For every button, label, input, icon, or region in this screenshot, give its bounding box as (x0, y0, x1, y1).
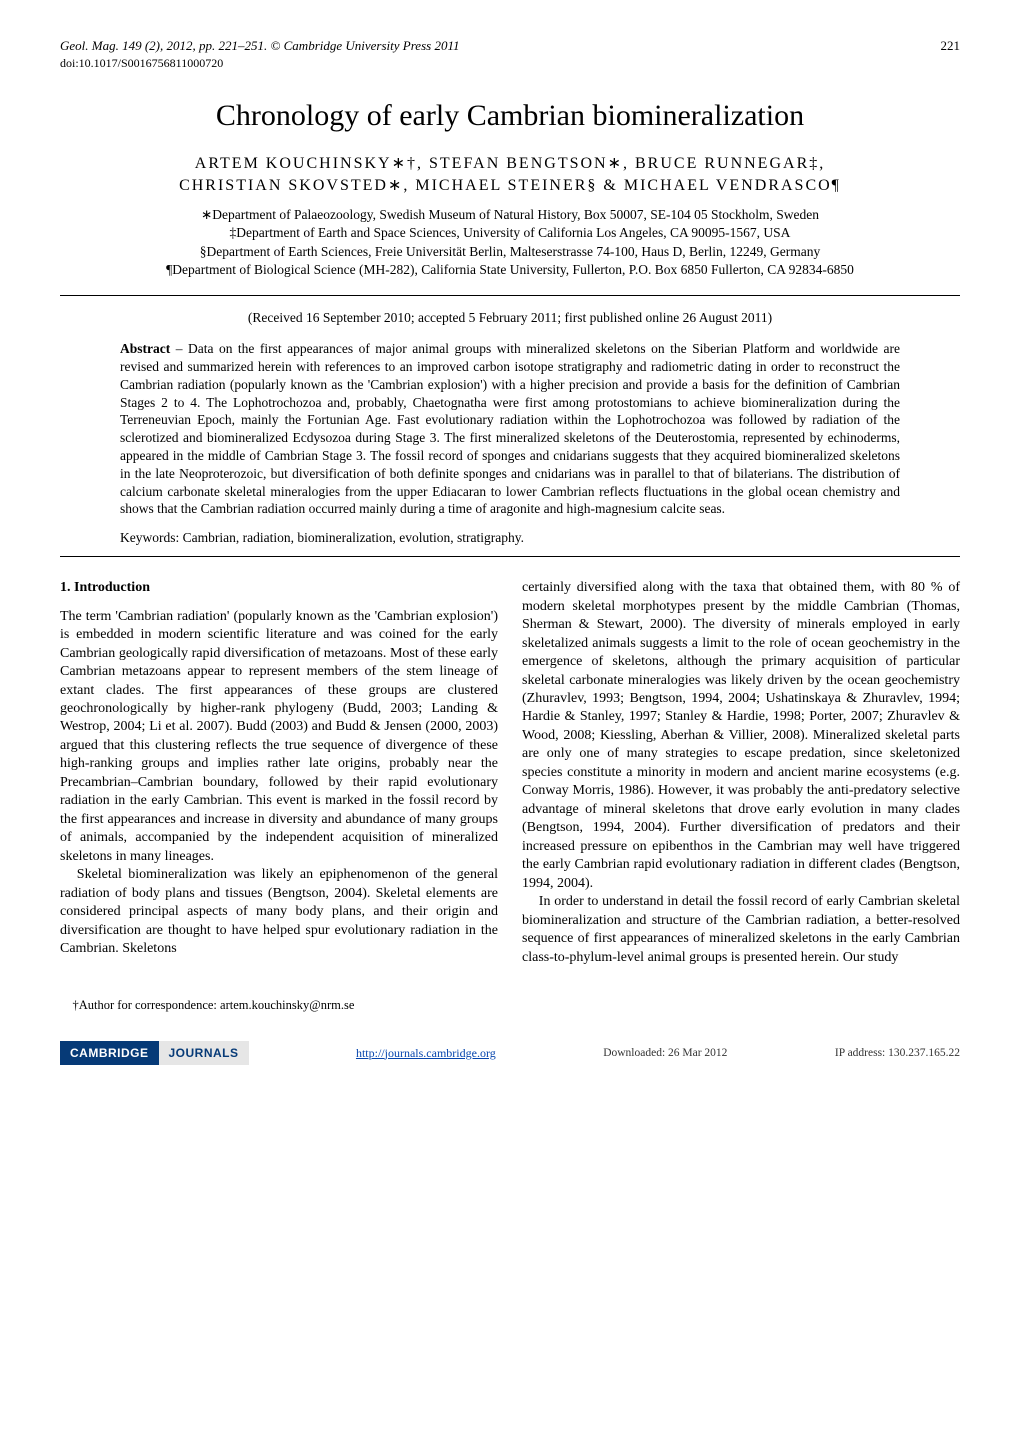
affiliations-block: ∗Department of Palaeozoology, Swedish Mu… (60, 206, 960, 279)
journal-citation: Geol. Mag. 149 (2), 2012, pp. 221–251. ©… (60, 38, 459, 54)
author-list: ARTEM KOUCHINSKY∗†, STEFAN BENGTSON∗, BR… (60, 153, 960, 196)
download-date: Downloaded: 26 Mar 2012 (603, 1047, 727, 1059)
article-title: Chronology of early Cambrian biominerali… (60, 99, 960, 133)
keywords-line: Keywords: Cambrian, radiation, biominera… (120, 530, 900, 546)
column-right: certainly diversified along with the tax… (522, 579, 960, 1013)
corresponding-author-note: †Author for correspondence: artem.kouchi… (60, 997, 498, 1014)
divider-bottom (60, 556, 960, 557)
page-number: 221 (941, 38, 961, 54)
ip-address: IP address: 130.237.165.22 (835, 1047, 960, 1059)
manuscript-dates: (Received 16 September 2010; accepted 5 … (60, 310, 960, 326)
journals-badge: JOURNALS (159, 1041, 249, 1065)
page-footer: CAMBRIDGE JOURNALS http://journals.cambr… (0, 1033, 1020, 1079)
publisher-badge-group: CAMBRIDGE JOURNALS (60, 1041, 249, 1065)
section-heading-intro: 1. Introduction (60, 579, 498, 597)
doi-line: doi:10.1017/S0016756811000720 (60, 56, 960, 71)
affiliation-2: ‡Department of Earth and Space Sciences,… (60, 224, 960, 242)
affiliation-4: ¶Department of Biological Science (MH-28… (60, 261, 960, 279)
two-column-body: 1. Introduction The term 'Cambrian radia… (60, 579, 960, 1013)
divider-top (60, 295, 960, 296)
paragraph: The term 'Cambrian radiation' (popularly… (60, 608, 498, 867)
paragraph: In order to understand in detail the fos… (522, 893, 960, 967)
affiliation-3: §Department of Earth Sciences, Freie Uni… (60, 243, 960, 261)
paragraph: Skeletal biomineralization was likely an… (60, 866, 498, 958)
page-container: Geol. Mag. 149 (2), 2012, pp. 221–251. ©… (0, 0, 1020, 1033)
column-left: 1. Introduction The term 'Cambrian radia… (60, 579, 498, 1013)
running-header: Geol. Mag. 149 (2), 2012, pp. 221–251. ©… (60, 38, 960, 54)
journals-link[interactable]: http://journals.cambridge.org (356, 1046, 496, 1061)
abstract-label: Abstract (120, 341, 170, 356)
authors-line-2: CHRISTIAN SKOVSTED∗, MICHAEL STEINER§ & … (60, 175, 960, 197)
affiliation-1: ∗Department of Palaeozoology, Swedish Mu… (60, 206, 960, 224)
paragraph: certainly diversified along with the tax… (522, 579, 960, 893)
abstract-block: Abstract – Data on the first appearances… (120, 340, 900, 518)
authors-line-1: ARTEM KOUCHINSKY∗†, STEFAN BENGTSON∗, BR… (60, 153, 960, 175)
cambridge-badge: CAMBRIDGE (60, 1041, 159, 1065)
abstract-text: – Data on the first appearances of major… (120, 341, 900, 516)
